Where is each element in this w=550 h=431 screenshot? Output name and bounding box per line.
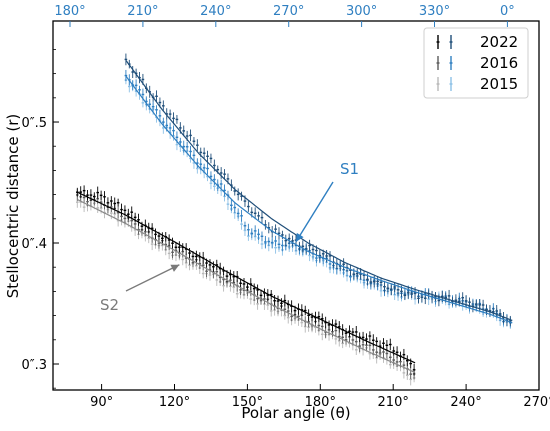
bottom-tick-label: 90° [90, 395, 113, 410]
x-axis-label: Polar angle (θ) [241, 404, 350, 422]
annotation-s2: S2 [100, 296, 119, 314]
data-layer [76, 53, 512, 386]
bottom-tick-label: 240° [450, 395, 481, 410]
fit-layer [77, 59, 513, 374]
bottom-tick-label: 120° [159, 395, 190, 410]
top-tick-label: 330° [419, 4, 450, 19]
plot-frame [52, 20, 540, 391]
top-tick-label: 210° [127, 4, 158, 19]
annotations: S1 S2 [100, 160, 359, 314]
top-tick-label: 270° [273, 4, 304, 19]
fit-curve [125, 59, 513, 321]
fit-curve [125, 75, 513, 324]
top-tick-label: 240° [200, 4, 231, 19]
series-S1-2016 [124, 69, 512, 328]
legend: 2022 2016 2015 [423, 27, 529, 99]
legend-label-2016: 2016 [480, 54, 518, 72]
legend-label-2015: 2015 [480, 75, 518, 93]
x-axis-bottom: 90° 120° 150° 180° 210° 240° 270° [90, 384, 550, 410]
fit-curve [77, 198, 416, 374]
arrow-head [296, 232, 304, 242]
legend-box [423, 27, 529, 99]
left-tick-label: 0″.3 [21, 358, 47, 373]
series-S1-2015 [124, 76, 512, 329]
top-tick-label: 0° [500, 4, 515, 19]
x-axis-top: 180° 210° 240° 270° 300° 330° 0° [54, 4, 515, 27]
top-tick-label: 300° [346, 4, 377, 19]
fit-curve [77, 191, 416, 364]
left-tick-label: 0″.4 [21, 237, 47, 252]
arrow-line [125, 264, 180, 292]
bottom-tick-label: 210° [378, 395, 409, 410]
annotation-s1: S1 [340, 160, 359, 178]
bottom-tick-label: 150° [232, 395, 263, 410]
arrow-line [295, 181, 334, 243]
bottom-tick-label: 270° [523, 395, 550, 410]
top-tick-label: 180° [54, 4, 85, 19]
left-tick-label: 0″.5 [21, 116, 47, 131]
y-axis-label: Stellocentric distance (r) [4, 114, 22, 299]
legend-label-2022: 2022 [480, 33, 518, 51]
arrow-head [170, 264, 180, 272]
y-axis-left: 0″.3 0″.4 0″.5 [21, 49, 59, 389]
bottom-tick-label: 180° [305, 395, 336, 410]
